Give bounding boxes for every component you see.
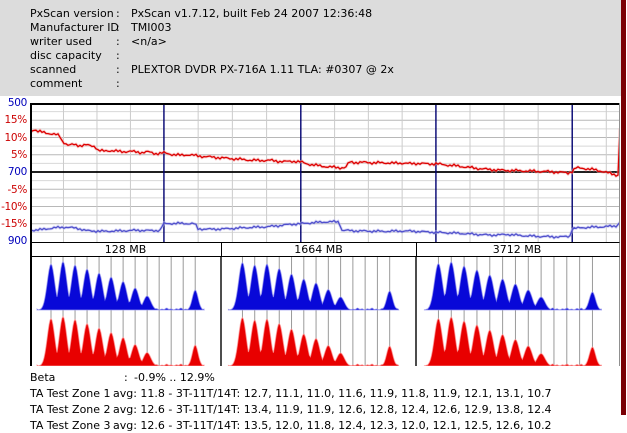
footer-label: Beta xyxy=(30,371,56,384)
header-separator: : xyxy=(116,49,120,62)
footer-label: TA Test Zone 1 xyxy=(30,387,111,400)
footer-row: TA Test Zone 1 avg: 11.8 - 3T-11T/14T: 12… xyxy=(0,387,627,400)
band-divider xyxy=(221,243,222,256)
footer-row: TA Test Zone 2 avg: 12.6 - 3T-11T/14T: 13… xyxy=(0,403,627,416)
y-axis-label: -10% xyxy=(1,201,27,213)
header-row: Manufacturer ID: TMI003 xyxy=(0,21,621,34)
x-axis-zone-label: 1664 MB xyxy=(294,243,343,256)
footer-value: avg: 12.6 - 3T-11T/14T: 13.5, 12.0, 11.8… xyxy=(113,419,552,432)
header-label: PxScan version xyxy=(30,7,114,20)
y-axis-label: -15% xyxy=(1,218,27,230)
window-edge xyxy=(621,0,626,415)
x-axis-zone-label: 3712 MB xyxy=(492,243,542,256)
footer-label: TA Test Zone 3 xyxy=(30,419,111,432)
header-value: <n/a> xyxy=(131,35,167,48)
header-value: TMI003 xyxy=(131,21,172,34)
x-axis-zone-band: 128 MB 1664 MB 3712 MB xyxy=(30,242,620,257)
header-value: PLEXTOR DVDR PX-716A 1.11 TLA: #0307 @ 2… xyxy=(131,63,394,76)
header-separator: : xyxy=(116,77,120,90)
header-separator: : xyxy=(116,7,120,20)
beta-chart xyxy=(30,103,620,242)
header-label: Manufacturer ID xyxy=(30,21,119,34)
ta-histogram xyxy=(30,257,620,366)
header-label: scanned xyxy=(30,63,77,76)
footer-separator: : xyxy=(124,371,128,384)
footer-row: Beta: -0.9% .. 12.9% xyxy=(0,371,627,384)
x-axis-zone-label: 128 MB xyxy=(104,243,147,256)
band-divider xyxy=(416,243,417,256)
header-separator: : xyxy=(116,35,120,48)
header-separator: : xyxy=(116,63,120,76)
y-axis-label: 900 xyxy=(7,235,27,247)
footer-value: -0.9% .. 12.9% xyxy=(134,371,215,384)
header-label: writer used xyxy=(30,35,93,48)
footer-value: avg: 12.6 - 3T-11T/14T: 13.4, 11.9, 11.9… xyxy=(113,403,552,416)
header-row: PxScan version: PxScan v1.7.12, built Feb… xyxy=(0,7,621,20)
header-label: comment xyxy=(30,77,83,90)
scan-info-header: PxScan version: PxScan v1.7.12, built Feb… xyxy=(0,0,621,96)
y-axis-label: 15% xyxy=(4,114,28,126)
header-row: writer used: <n/a> xyxy=(0,35,621,48)
header-row: disc capacity: xyxy=(0,49,621,62)
footer-row: TA Test Zone 3 avg: 12.6 - 3T-11T/14T: 13… xyxy=(0,419,627,432)
header-separator: : xyxy=(116,21,120,34)
y-axis-label: 5% xyxy=(10,149,27,161)
header-row: comment: xyxy=(0,77,621,90)
y-axis-label: 10% xyxy=(4,132,28,144)
header-label: disc capacity xyxy=(30,49,102,62)
footer-label: TA Test Zone 2 xyxy=(30,403,111,416)
y-axis-label: 500 xyxy=(7,97,27,109)
header-value: PxScan v1.7.12, built Feb 24 2007 12:36:… xyxy=(131,7,373,20)
y-axis-label: -5% xyxy=(7,184,27,196)
header-row: scanned: PLEXTOR DVDR PX-716A 1.11 TLA: #… xyxy=(0,63,621,76)
y-axis-label: 700 xyxy=(7,166,27,178)
footer-value: avg: 11.8 - 3T-11T/14T: 12.7, 11.1, 11.0… xyxy=(113,387,552,400)
